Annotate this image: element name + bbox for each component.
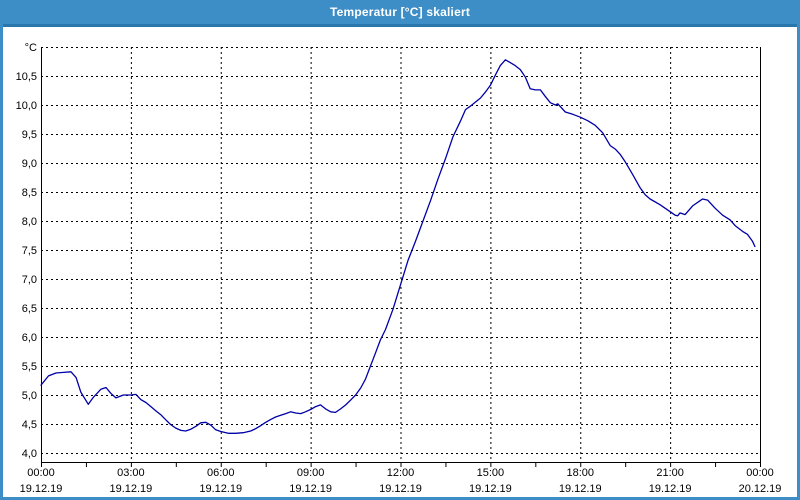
y-tick-label: 10,0 <box>16 100 37 112</box>
x-tick-time-label: 09:00 <box>297 467 325 479</box>
x-tick-date-label: 19.12.19 <box>649 483 692 495</box>
x-tick-date-label: 19.12.19 <box>379 483 422 495</box>
x-tick-time-label: 03:00 <box>117 467 145 479</box>
y-tick-label: 8,5 <box>22 187 37 199</box>
x-tick-time-label: 06:00 <box>207 467 235 479</box>
y-tick-label: 5,5 <box>22 361 37 373</box>
x-tick-time-label: 18:00 <box>566 467 594 479</box>
x-tick-time-label: 12:00 <box>387 467 415 479</box>
x-tick-date-label: 19.12.19 <box>469 483 512 495</box>
y-tick-label: 7,5 <box>22 245 37 257</box>
window-title: Temperatur [°C] skaliert <box>329 5 471 19</box>
y-tick-label: 7,0 <box>22 274 37 286</box>
temperature-line-chart: 10,5 10,0 9,5 9,0 8,5 8,0 7,5 7,0 6,5 6,0 5,5 5,0 4,… <box>16 42 782 495</box>
x-tick-time-label: 00:00 <box>746 467 774 479</box>
y-tick-label: 10,5 <box>16 71 37 83</box>
x-tick-date-label: 19.12.19 <box>199 483 242 495</box>
y-tick-label: 8,0 <box>22 216 37 228</box>
title-bar[interactable]: Temperatur [°C] skaliert <box>3 0 797 27</box>
chart-area: 10,5 10,0 9,5 9,0 8,5 8,0 7,5 7,0 6,5 6,0 5,5 5,0 4,… <box>3 27 797 497</box>
y-tick-label: 4,5 <box>22 419 37 431</box>
temperature-series-line <box>40 59 756 434</box>
y-tick-label: 5,0 <box>22 390 37 402</box>
x-tick-time-label: 21:00 <box>656 467 684 479</box>
x-tick-date-label: 19.12.19 <box>109 483 152 495</box>
x-tick-date-label: 19.12.19 <box>20 483 63 495</box>
y-tick-label: 9,0 <box>22 158 37 170</box>
x-tick-date-label: 20.12.19 <box>739 483 782 495</box>
unit-label: °C <box>25 42 37 54</box>
y-tick-label: 4,0 <box>22 448 37 460</box>
y-tick-label: 9,5 <box>22 129 37 141</box>
x-tick-time-label: 15:00 <box>477 467 505 479</box>
x-tick-time-label: 00:00 <box>27 467 55 479</box>
y-tick-label: 6,5 <box>22 303 37 315</box>
x-tick-date-label: 19.12.19 <box>289 483 332 495</box>
x-tick-date-label: 19.12.19 <box>559 483 602 495</box>
y-tick-label: 6,0 <box>22 332 37 344</box>
